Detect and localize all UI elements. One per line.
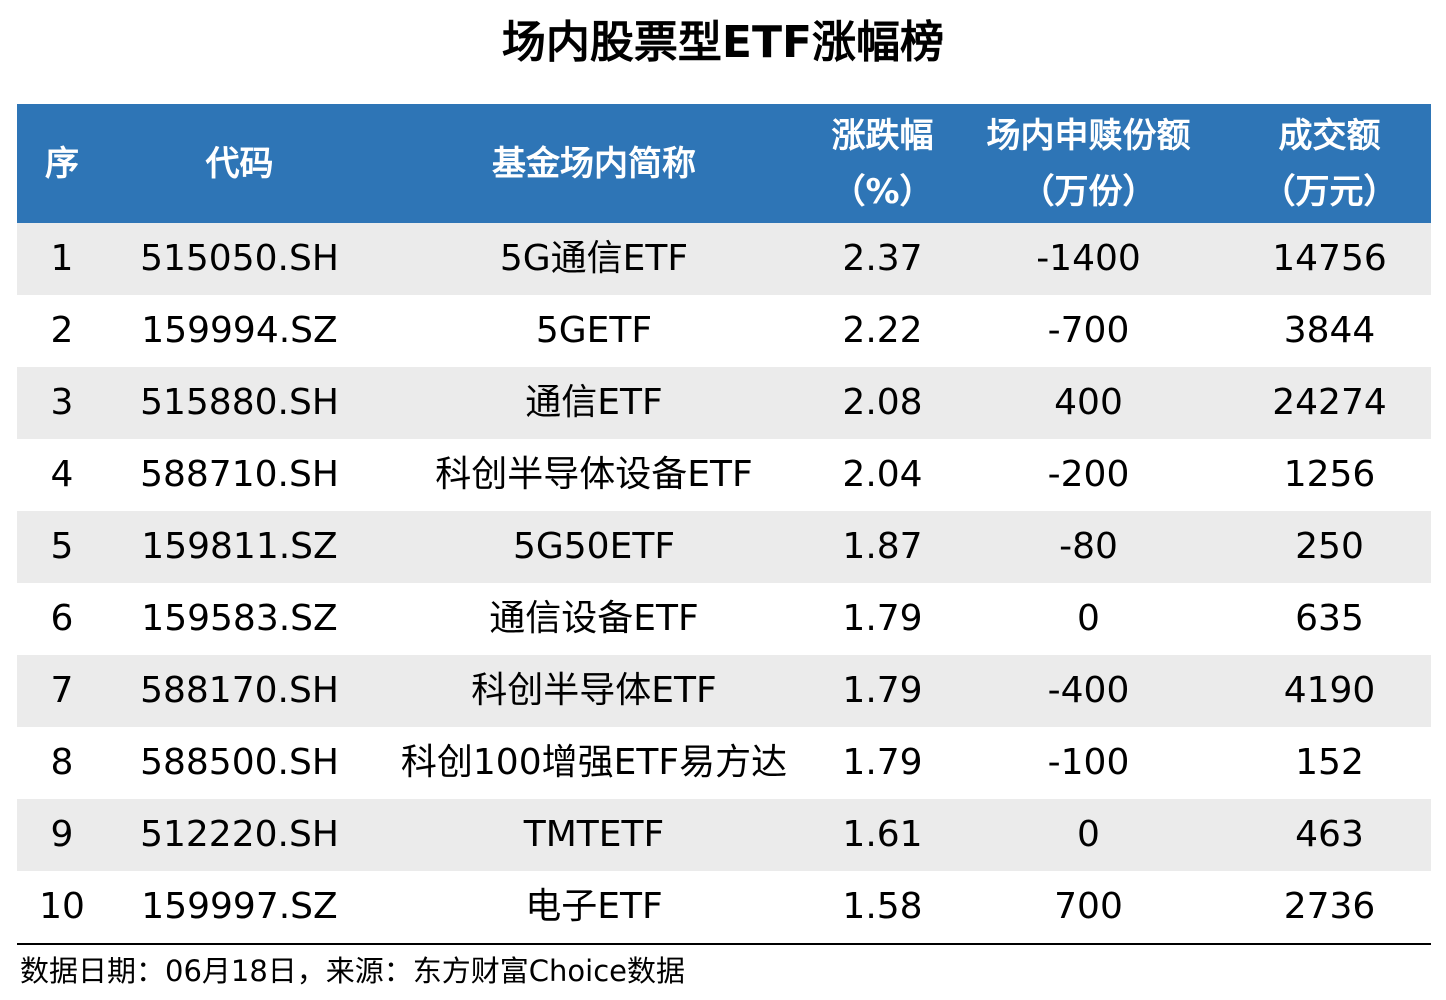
cell-code: 588500.SH <box>140 742 339 783</box>
cell-shares: -700 <box>1047 310 1130 351</box>
cell-rank: 6 <box>50 598 74 639</box>
cell-change: 2.22 <box>842 310 923 351</box>
header-turnover-label: 成交额 <box>1278 115 1381 156</box>
cell-shares: 0 <box>1077 598 1100 639</box>
cell-turnover: 463 <box>1295 814 1364 855</box>
cell-name: 科创100增强ETF易方达 <box>400 742 788 783</box>
header-code-label: 代码 <box>205 143 274 184</box>
table-row: 1 515050.SH 5G通信ETF 2.37 -1400 14756 <box>17 223 1431 295</box>
header-change-unit: （%） <box>831 171 934 212</box>
cell-shares: 0 <box>1077 814 1100 855</box>
footer-rule <box>17 943 1431 945</box>
cell-name: 电子ETF <box>525 886 663 927</box>
table-row: 5 159811.SZ 5G50ETF 1.87 -80 250 <box>17 511 1431 583</box>
table-row: 7 588170.SH 科创半导体ETF 1.79 -400 4190 <box>17 655 1431 727</box>
cell-code: 515050.SH <box>140 238 339 279</box>
table-header: 序 代码 基金场内简称 涨跌幅 （%） 场内申赎份额 （万份） 成交额 （万元） <box>17 104 1431 223</box>
cell-change: 1.61 <box>842 814 923 855</box>
cell-rank: 5 <box>50 526 74 567</box>
cell-name: 科创半导体设备ETF <box>435 454 753 495</box>
header-shares: 场内申赎份额 （万份） <box>949 104 1228 223</box>
cell-rank: 3 <box>50 382 74 423</box>
header-name: 基金场内简称 <box>372 104 816 223</box>
cell-change: 1.79 <box>842 670 923 711</box>
cell-turnover: 3844 <box>1283 310 1376 351</box>
table-row: 6 159583.SZ 通信设备ETF 1.79 0 635 <box>17 583 1431 655</box>
cell-rank: 4 <box>50 454 74 495</box>
cell-turnover: 4190 <box>1283 670 1376 711</box>
table-row: 8 588500.SH 科创100增强ETF易方达 1.79 -100 152 <box>17 727 1431 799</box>
header-rank: 序 <box>17 104 107 223</box>
table-row: 9 512220.SH TMTETF 1.61 0 463 <box>17 799 1431 871</box>
cell-rank: 2 <box>50 310 74 351</box>
header-name-label: 基金场内简称 <box>492 143 696 184</box>
header-turnover: 成交额 （万元） <box>1228 104 1431 223</box>
cell-change: 1.79 <box>842 742 923 783</box>
cell-rank: 10 <box>39 886 85 927</box>
cell-code: 159994.SZ <box>141 310 338 351</box>
header-code: 代码 <box>107 104 372 223</box>
cell-name: TMTETF <box>523 814 665 855</box>
cell-name: 通信设备ETF <box>489 598 699 639</box>
cell-rank: 7 <box>50 670 74 711</box>
cell-turnover: 635 <box>1295 598 1364 639</box>
cell-name: 5G通信ETF <box>499 238 689 279</box>
cell-shares: 700 <box>1054 886 1123 927</box>
cell-code: 512220.SH <box>140 814 339 855</box>
cell-shares: -1400 <box>1036 238 1141 279</box>
header-change: 涨跌幅 （%） <box>816 104 949 223</box>
header-change-label: 涨跌幅 <box>831 115 934 156</box>
cell-shares: -80 <box>1059 526 1118 567</box>
cell-change: 1.79 <box>842 598 923 639</box>
cell-shares: -200 <box>1047 454 1130 495</box>
cell-change: 2.08 <box>842 382 923 423</box>
cell-rank: 8 <box>50 742 74 783</box>
table-body: 1 515050.SH 5G通信ETF 2.37 -1400 14756 2 159994.S… <box>17 223 1431 943</box>
table-row: 2 159994.SZ 5GETF 2.22 -700 3844 <box>17 295 1431 367</box>
header-turnover-unit: （万元） <box>1261 171 1398 212</box>
source-note: 数据日期：06月18日，来源：东方财富Choice数据 <box>20 954 686 988</box>
cell-turnover: 152 <box>1295 742 1364 783</box>
cell-change: 2.04 <box>842 454 923 495</box>
cell-turnover: 250 <box>1295 526 1364 567</box>
cell-change: 1.58 <box>842 886 923 927</box>
cell-code: 159811.SZ <box>141 526 338 567</box>
cell-name: 5G50ETF <box>512 526 676 567</box>
etf-ranking-table: 序 代码 基金场内简称 涨跌幅 （%） 场内申赎份额 （万份） 成交额 （万元）… <box>17 104 1431 943</box>
cell-turnover: 1256 <box>1283 454 1376 495</box>
cell-shares: -400 <box>1047 670 1130 711</box>
table-row: 10 159997.SZ 电子ETF 1.58 700 2736 <box>17 871 1431 943</box>
header-shares-unit: （万份） <box>1020 171 1157 212</box>
cell-code: 588710.SH <box>140 454 339 495</box>
cell-code: 159583.SZ <box>141 598 338 639</box>
cell-shares: -100 <box>1047 742 1130 783</box>
table-row: 3 515880.SH 通信ETF 2.08 400 24274 <box>17 367 1431 439</box>
cell-name: 5GETF <box>535 310 653 351</box>
header-shares-label: 场内申赎份额 <box>986 115 1191 156</box>
cell-change: 1.87 <box>842 526 923 567</box>
cell-turnover: 14756 <box>1272 238 1387 279</box>
cell-name: 通信ETF <box>525 382 663 423</box>
cell-code: 515880.SH <box>140 382 339 423</box>
table-row: 4 588710.SH 科创半导体设备ETF 2.04 -200 1256 <box>17 439 1431 511</box>
header-rank-label: 序 <box>45 143 79 184</box>
cell-code: 588170.SH <box>140 670 339 711</box>
cell-turnover: 2736 <box>1283 886 1376 927</box>
cell-rank: 1 <box>50 238 74 279</box>
cell-turnover: 24274 <box>1272 382 1387 423</box>
cell-name: 科创半导体ETF <box>471 670 717 711</box>
cell-change: 2.37 <box>842 238 923 279</box>
cell-code: 159997.SZ <box>141 886 338 927</box>
table-title: 场内股票型ETF涨幅榜 <box>501 17 945 68</box>
cell-rank: 9 <box>50 814 74 855</box>
cell-shares: 400 <box>1054 382 1123 423</box>
